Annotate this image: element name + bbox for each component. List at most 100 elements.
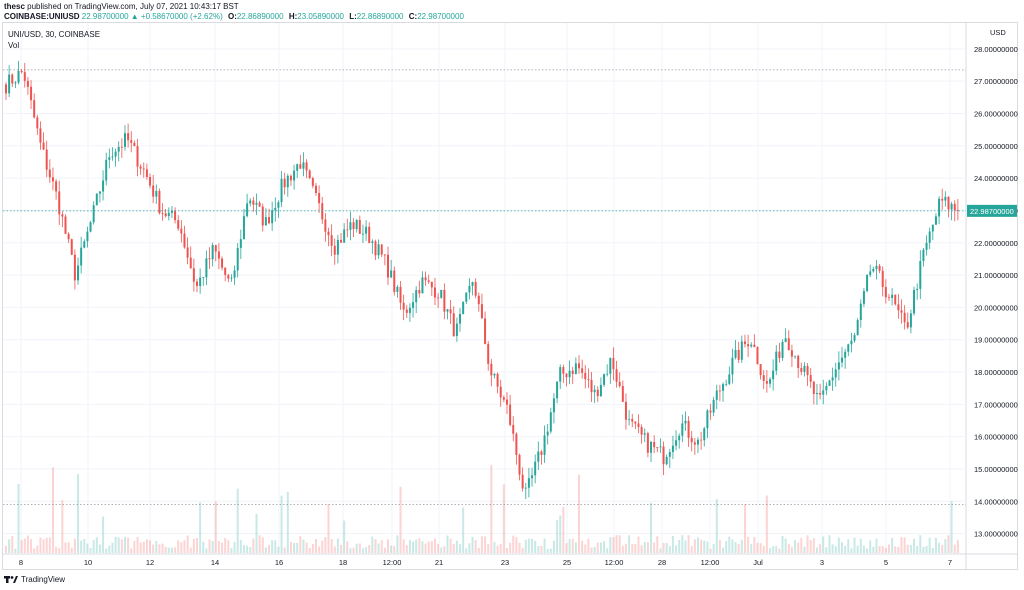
- candle-body: [462, 301, 465, 314]
- volume-bar: [236, 488, 239, 553]
- candle-body: [603, 374, 606, 385]
- candle-body: [11, 74, 14, 84]
- volume-bar: [258, 535, 261, 553]
- ohlc-low-label: L:: [349, 12, 357, 21]
- candle-body: [515, 433, 518, 455]
- candle-body: [174, 210, 177, 221]
- volume-bar: [202, 541, 205, 553]
- candle-body: [772, 370, 775, 380]
- candle-body: [612, 358, 615, 370]
- candle-body: [180, 228, 183, 234]
- volume-bar: [903, 537, 906, 553]
- volume-bar: [552, 540, 555, 553]
- candle-body: [934, 216, 937, 225]
- candle-body: [640, 427, 643, 435]
- candle-body: [862, 291, 865, 304]
- volume-bar: [934, 537, 937, 553]
- volume-bar: [596, 542, 599, 553]
- x-tick-label: 21: [435, 558, 443, 567]
- volume-bar: [139, 542, 142, 553]
- volume-bar: [408, 540, 411, 553]
- candle-body: [98, 191, 101, 194]
- candle-body: [33, 100, 36, 118]
- volume-bar: [277, 546, 280, 553]
- volume-bar: [947, 535, 950, 553]
- candle-body: [14, 82, 17, 84]
- volume-bar: [158, 544, 161, 553]
- volume-bar: [590, 547, 593, 553]
- candle-body: [574, 363, 577, 374]
- volume-bar: [693, 539, 696, 553]
- candle-body: [671, 445, 674, 453]
- volume-bar: [593, 546, 596, 553]
- candle-body: [64, 216, 67, 234]
- volume-bar: [170, 547, 173, 553]
- volume-bar: [887, 544, 890, 553]
- candle-body: [531, 475, 534, 479]
- volume-bar: [227, 540, 230, 553]
- candle-body: [202, 277, 205, 279]
- candle-body: [734, 349, 737, 358]
- ohlc-close: 22.98700000: [417, 12, 464, 21]
- candle-body: [211, 245, 214, 260]
- candle-body: [665, 456, 668, 465]
- candle-body: [953, 203, 956, 211]
- volume-bar: [938, 542, 941, 553]
- candle-body: [887, 297, 890, 299]
- volume-bar: [740, 539, 743, 553]
- x-tick-label: 25: [563, 558, 571, 567]
- candle-body: [856, 319, 859, 336]
- candle-body: [706, 410, 709, 429]
- volume-bar: [928, 537, 931, 553]
- volume-bar: [36, 545, 39, 553]
- x-tick-label: 8: [19, 558, 23, 567]
- candle-body: [884, 287, 887, 298]
- candle-body: [803, 366, 806, 372]
- candle-body: [299, 164, 302, 169]
- volume-bar: [321, 540, 324, 553]
- candle-body: [646, 433, 649, 453]
- volume-bar: [346, 541, 349, 553]
- volume-bar: [427, 541, 430, 553]
- volume-bar: [781, 536, 784, 553]
- volume-bar: [953, 544, 956, 553]
- volume-bar: [371, 536, 374, 553]
- candle-body: [227, 274, 230, 279]
- chart-frame[interactable]: [2, 22, 1018, 570]
- volume-bar: [77, 474, 80, 553]
- volume-bar: [759, 543, 762, 553]
- candle-body: [355, 219, 358, 230]
- volume-bar: [64, 542, 67, 553]
- candle-body: [333, 245, 336, 255]
- volume-bar: [283, 547, 286, 553]
- volume-bar: [762, 545, 765, 553]
- candle-body: [881, 270, 884, 288]
- footer-branding[interactable]: TradingView: [4, 575, 65, 584]
- candle-body: [249, 200, 252, 204]
- candle-body: [628, 418, 631, 420]
- volume-bar: [599, 542, 602, 553]
- volume-bar: [640, 545, 643, 553]
- candle-body: [70, 239, 73, 255]
- candle-body: [208, 258, 211, 260]
- volume-bar: [14, 548, 17, 553]
- candle-body: [606, 373, 609, 375]
- candle-body: [277, 202, 280, 208]
- candle-body: [615, 369, 618, 382]
- candle-body: [678, 435, 681, 441]
- candle-body: [524, 487, 527, 489]
- volume-bar: [255, 513, 258, 553]
- candle-body: [340, 239, 343, 243]
- volume-bar: [794, 540, 797, 553]
- volume-bar: [311, 543, 314, 553]
- candle-body: [825, 385, 828, 391]
- volume-bar: [89, 547, 92, 553]
- volume-bar: [252, 538, 255, 553]
- candle-body: [152, 185, 155, 197]
- candle-body: [343, 229, 346, 243]
- candle-body: [92, 205, 95, 223]
- candle-body: [844, 351, 847, 358]
- volume-bar: [916, 545, 919, 553]
- candle-body: [408, 307, 411, 313]
